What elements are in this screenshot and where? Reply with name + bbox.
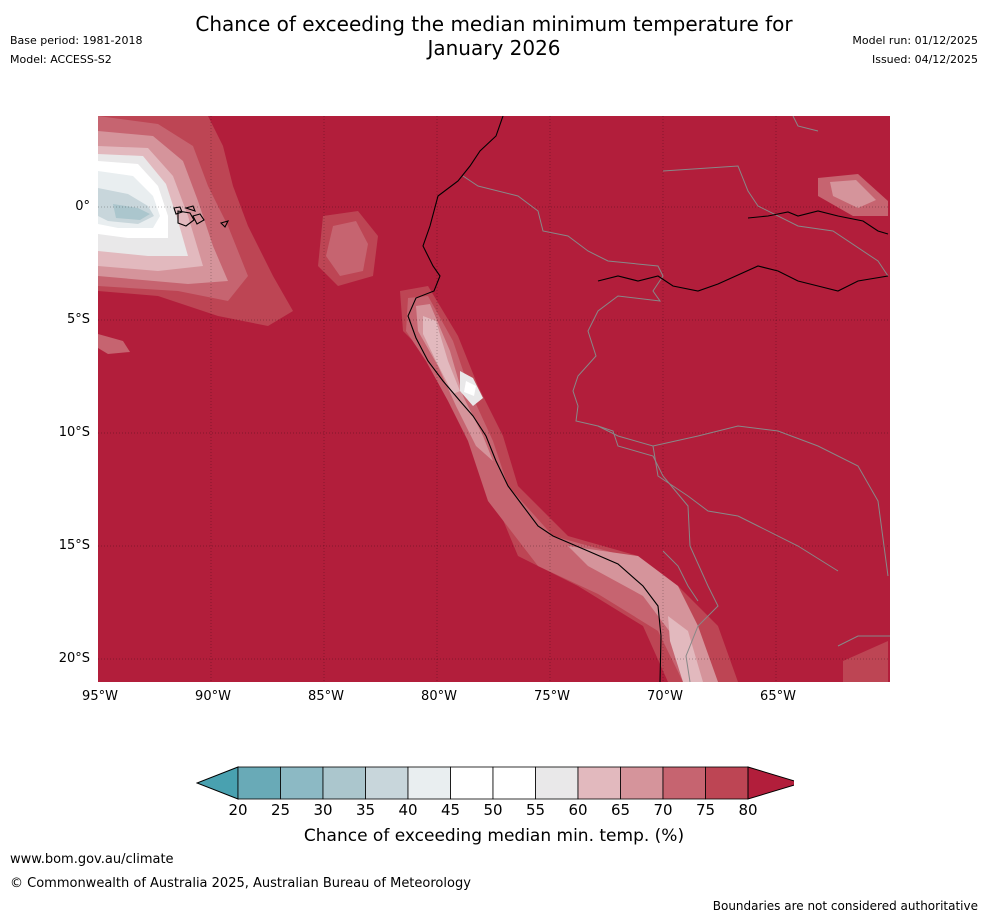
colorbar-segment	[407, 766, 451, 800]
se-blob	[843, 641, 888, 682]
issued-text: Issued: 04/12/2025	[871, 53, 978, 66]
colorbar-segment	[237, 766, 281, 800]
model-run-text: Model run: 01/12/2025	[852, 34, 978, 47]
colorbar-segment	[705, 766, 749, 800]
offshore-blob-inner	[326, 221, 368, 276]
lat-label-10s: 10°S	[58, 425, 90, 440]
ne-blob-inner	[830, 180, 876, 208]
lon-label-95w: 95°W	[82, 689, 118, 704]
colorbar-tick-label: 45	[440, 801, 461, 819]
lat-label-0: 0°	[75, 199, 90, 214]
graticule	[98, 116, 890, 682]
meta-right: Model run: 01/12/2025 Issued: 04/12/2025	[852, 31, 978, 69]
colorbar-ticks: 20 25 30 35 40 45 50 55 60 65 70 75 80	[0, 801, 988, 821]
colorbar-segment	[577, 766, 621, 800]
website-text: www.bom.gov.au/climate	[10, 852, 174, 867]
copyright-text: © Commonwealth of Australia 2025, Austra…	[10, 876, 471, 891]
west-blob	[98, 334, 130, 354]
model-text: Model: ACCESS-S2	[10, 53, 112, 66]
lat-label-15s: 15°S	[58, 538, 90, 553]
map-title: Chance of exceeding the median minimum t…	[0, 12, 988, 60]
colorbar-tick-label: 80	[738, 801, 758, 819]
probability-map	[98, 116, 890, 682]
colorbar-tick-label: 25	[270, 801, 291, 819]
colorbar-tick-label: 40	[398, 801, 418, 819]
colorbar-label: Chance of exceeding median min. temp. (%…	[303, 826, 685, 846]
colorbar-tick-label: 60	[568, 801, 588, 819]
colorbar-tick-label: 70	[653, 801, 673, 819]
colorbar-segment	[322, 766, 366, 800]
disclaimer-text: Boundaries are not considered authoritat…	[712, 899, 978, 913]
lon-label-75w: 75°W	[534, 689, 570, 704]
colorbar-high-extension	[747, 766, 794, 800]
colorbar-tick-label: 75	[695, 801, 716, 819]
title-line-1: Chance of exceeding the median minimum t…	[195, 12, 793, 36]
colorbar-segment	[280, 766, 324, 800]
colorbar-segment	[365, 766, 409, 800]
colorbar-tick-label: 30	[313, 801, 333, 819]
colorbar-tick-label: 65	[610, 801, 631, 819]
title-line-2: January 2026	[427, 36, 561, 60]
colorbar-low-extension	[196, 766, 239, 800]
colorbar-tick-label: 55	[525, 801, 546, 819]
colorbar-segment	[450, 766, 494, 800]
meta-left: Base period: 1981-2018 Model: ACCESS-S2	[10, 31, 142, 69]
coastlines	[173, 116, 889, 682]
colorbar-segment	[620, 766, 664, 800]
colorbar-segment	[535, 766, 579, 800]
country-borders	[462, 116, 890, 682]
colorbar-tick-label: 20	[228, 801, 248, 819]
lon-label-90w: 90°W	[195, 689, 231, 704]
lon-label-85w: 85°W	[308, 689, 344, 704]
base-period-text: Base period: 1981-2018	[10, 34, 143, 47]
colorbar-segment	[492, 766, 536, 800]
coastal-anomaly-band	[400, 286, 738, 682]
lon-label-70w: 70°W	[647, 689, 683, 704]
colorbar-tick-label: 35	[355, 801, 376, 819]
lat-label-5s: 5°S	[66, 312, 90, 327]
lat-label-20s: 20°S	[58, 651, 90, 666]
lon-label-65w: 65°W	[760, 689, 796, 704]
colorbar-segment	[662, 766, 706, 800]
colorbar	[196, 766, 794, 800]
lon-label-80w: 80°W	[421, 689, 457, 704]
colorbar-tick-label: 50	[483, 801, 503, 819]
